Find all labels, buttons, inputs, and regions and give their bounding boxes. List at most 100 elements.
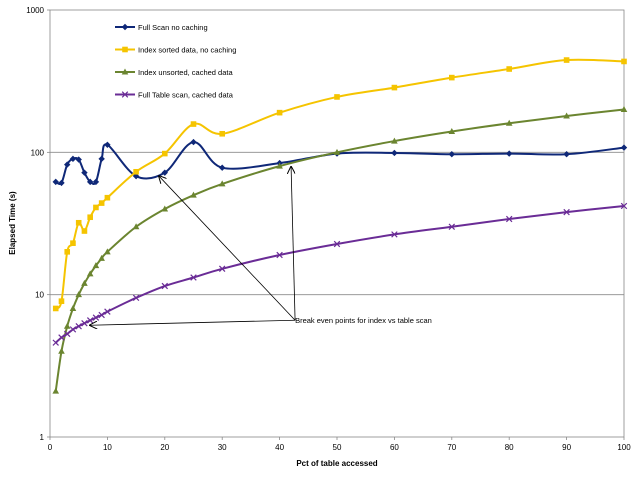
- data-point: [161, 282, 169, 290]
- data-point: [64, 161, 71, 168]
- data-point: [98, 200, 105, 206]
- data-point: [448, 128, 456, 135]
- data-point: [104, 308, 111, 315]
- data-point: [52, 305, 59, 312]
- data-point: [52, 387, 60, 394]
- data-point: [87, 214, 93, 221]
- data-point: [98, 311, 105, 319]
- series-lines: [52, 57, 628, 394]
- data-point: [391, 231, 398, 238]
- legend-item: Index unsorted, cached data: [115, 68, 233, 77]
- data-point: [276, 109, 283, 116]
- data-point: [63, 330, 71, 338]
- data-point: [70, 240, 76, 246]
- legend-label: Index sorted data, no caching: [138, 46, 236, 55]
- data-point: [334, 94, 340, 100]
- y-tick-label: 1: [40, 433, 45, 442]
- data-point: [81, 320, 88, 327]
- legend-item: Full Scan no caching: [115, 23, 208, 32]
- data-point: [620, 105, 628, 112]
- data-point: [132, 223, 140, 230]
- data-point: [75, 323, 82, 330]
- data-point: [75, 156, 82, 163]
- data-point: [333, 240, 341, 248]
- legend-marker: [121, 23, 129, 31]
- data-point: [86, 178, 94, 186]
- data-point: [620, 202, 628, 210]
- x-axis-ticks: 0 10 20 30 40 50 60 70 80 90 100: [48, 437, 631, 452]
- x-tick-label: 60: [390, 443, 399, 452]
- data-point: [133, 168, 139, 175]
- data-point: [69, 155, 77, 163]
- data-point: [276, 251, 283, 259]
- y-tick-label: 10: [35, 291, 44, 300]
- x-tick-label: 100: [617, 443, 631, 452]
- data-point: [81, 279, 88, 286]
- data-point: [162, 150, 168, 157]
- data-point: [92, 314, 100, 321]
- legend-marker: [122, 46, 128, 53]
- x-tick-label: 40: [275, 443, 284, 452]
- legend-marker: [121, 68, 129, 75]
- data-point: [69, 326, 77, 333]
- data-point: [190, 138, 197, 146]
- data-point: [98, 254, 105, 261]
- legend: Full Scan no caching Index sorted data, n…: [115, 23, 236, 100]
- legend-item: Full Table scan, cached data: [115, 91, 234, 100]
- data-point: [58, 347, 65, 354]
- x-tick-label: 0: [48, 443, 53, 452]
- data-point: [64, 249, 71, 255]
- annotation-text: Break even points for index vs table sca…: [295, 316, 432, 325]
- data-point: [620, 144, 628, 151]
- x-tick-label: 10: [103, 443, 112, 452]
- data-point: [506, 150, 513, 157]
- data-point: [506, 66, 512, 72]
- data-point: [132, 294, 140, 302]
- data-point: [92, 178, 100, 186]
- legend-label: Full Scan no caching: [138, 23, 208, 32]
- data-point: [219, 164, 226, 171]
- series-2: [52, 57, 627, 312]
- y-axis-title: Elapsed Time (s): [8, 191, 17, 255]
- legend-item: Index sorted data, no caching: [115, 46, 236, 55]
- x-tick-label: 70: [447, 443, 456, 452]
- x-tick-label: 20: [160, 443, 169, 452]
- annotation-arrow: [90, 319, 296, 325]
- x-tick-label: 30: [218, 443, 227, 452]
- data-point: [391, 149, 398, 157]
- data-point: [505, 215, 513, 223]
- data-point: [58, 179, 65, 187]
- data-point: [161, 169, 168, 176]
- data-point: [92, 262, 100, 269]
- data-point: [563, 57, 570, 63]
- data-point: [276, 162, 283, 169]
- data-point: [104, 194, 111, 201]
- data-point: [563, 151, 570, 158]
- series-4: [52, 202, 628, 346]
- data-point: [75, 291, 82, 298]
- data-point: [333, 148, 341, 155]
- x-axis-title: Pct of table accessed: [296, 459, 377, 468]
- legend-label: Full Table scan, cached data: [138, 91, 234, 100]
- series-3: [52, 105, 628, 394]
- data-point: [69, 304, 77, 311]
- data-point: [190, 274, 197, 281]
- data-point: [563, 208, 570, 216]
- data-point: [391, 137, 398, 144]
- data-point: [161, 205, 169, 212]
- data-point: [81, 228, 88, 234]
- data-point: [505, 119, 513, 126]
- data-point: [52, 339, 59, 346]
- break-even-annotation: Break even points for index vs table sca…: [90, 167, 432, 325]
- y-tick-label: 100: [31, 148, 45, 157]
- data-point: [63, 322, 71, 329]
- x-tick-label: 80: [505, 443, 514, 452]
- data-point: [448, 223, 456, 230]
- data-point: [58, 334, 65, 341]
- data-point: [52, 178, 59, 186]
- x-tick-label: 50: [333, 443, 342, 452]
- data-point: [190, 191, 197, 198]
- data-point: [448, 151, 455, 158]
- legend-marker: [121, 91, 129, 98]
